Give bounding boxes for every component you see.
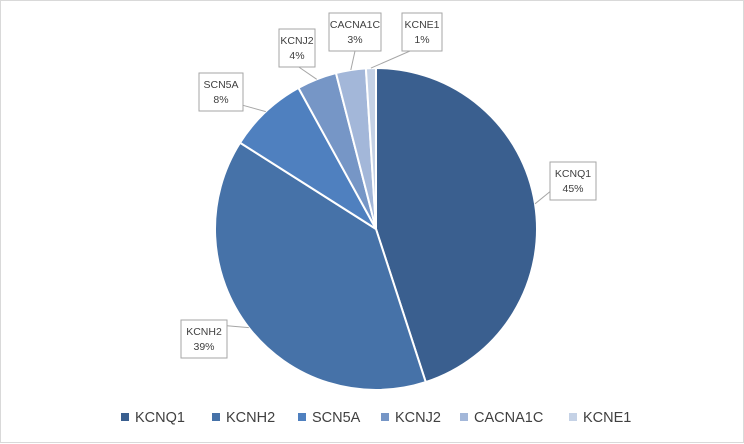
legend-label-kcnq1: KCNQ1 <box>135 410 185 426</box>
data-label-percent: 4% <box>289 50 304 62</box>
data-label-box <box>401 12 443 52</box>
leader-line-kcnq1 <box>534 191 551 205</box>
data-label-category: CACNA1C <box>330 19 381 31</box>
data-label-percent: 1% <box>414 34 429 46</box>
data-label-category: KCNE1 <box>404 19 439 31</box>
legend-label-scn5a: SCN5A <box>312 410 361 426</box>
legend-swatch-cacna1c <box>460 413 468 421</box>
legend-label-kcne1: KCNE1 <box>583 410 631 426</box>
pie-slice-kcnq1 <box>375 66 538 384</box>
legend: KCNQ1 KCNH2 SCN5A KCNJ2 CACNA1C KCNE1 <box>121 410 631 426</box>
data-label-box <box>328 12 382 52</box>
legend-swatch-scn5a <box>298 413 306 421</box>
pie-slices <box>214 66 538 391</box>
data-label-percent: 3% <box>347 34 362 46</box>
data-label-box <box>180 319 228 359</box>
data-label-category: KCNH2 <box>186 326 222 338</box>
leader-line-kcnj2 <box>298 66 318 80</box>
data-label-percent: 45% <box>562 183 583 195</box>
legend-label-kcnj2: KCNJ2 <box>395 410 441 426</box>
legend-label-cacna1c: CACNA1C <box>474 410 543 426</box>
data-label-percent: 39% <box>193 341 214 353</box>
legend-swatch-kcnh2 <box>212 413 220 421</box>
leader-line-kcnh2 <box>226 325 249 329</box>
data-label-box <box>198 72 244 112</box>
data-label-category: KCNQ1 <box>555 168 591 180</box>
data-label-percent: 8% <box>213 94 228 106</box>
legend-swatch-kcnq1 <box>121 413 129 421</box>
data-label-box <box>278 28 316 68</box>
data-label-callouts: KCNQ1 45% KCNH2 39% SCN5A 8% KCNJ2 4% CACNA1C 3% K… <box>180 12 597 359</box>
data-label-category: SCN5A <box>203 79 238 91</box>
legend-swatch-kcne1 <box>569 413 577 421</box>
data-label-box <box>549 161 597 201</box>
leader-line-scn5a <box>242 104 266 113</box>
legend-swatch-kcnj2 <box>381 413 389 421</box>
leader-line-kcne1 <box>370 50 411 69</box>
data-label-category: KCNJ2 <box>280 35 313 47</box>
legend-label-kcnh2: KCNH2 <box>226 410 275 426</box>
leader-line-cacna1c <box>350 50 356 71</box>
